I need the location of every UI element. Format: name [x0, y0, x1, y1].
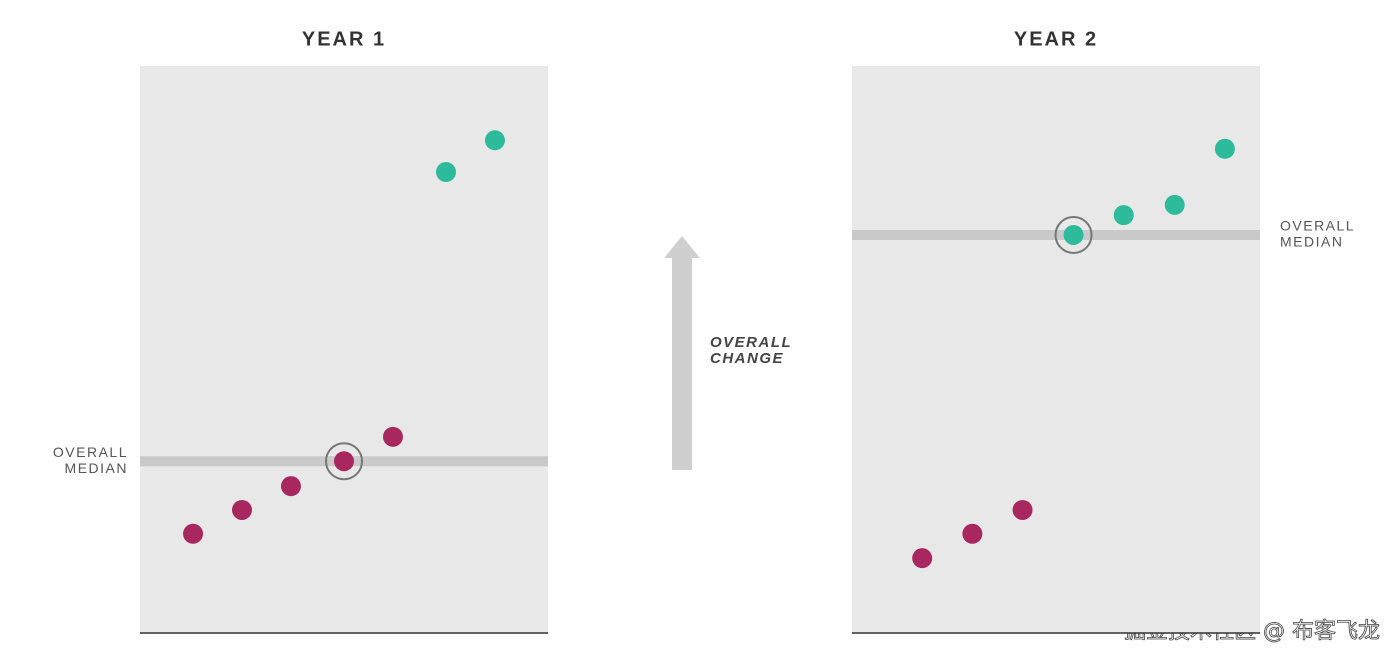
- point: [382, 426, 403, 447]
- panel-title: YEAR 2: [1014, 28, 1098, 50]
- point: [1164, 194, 1185, 215]
- median-label: MEDIAN: [65, 460, 128, 476]
- point: [334, 451, 354, 472]
- panel-title: YEAR 1: [302, 28, 386, 50]
- arrow-head: [664, 236, 700, 258]
- point: [1113, 205, 1134, 226]
- point: [962, 523, 983, 544]
- point: [436, 162, 456, 183]
- plot-area: [140, 66, 548, 633]
- change-label: CHANGE: [710, 350, 784, 367]
- point: [183, 523, 204, 544]
- plot-area: [852, 66, 1260, 633]
- point: [1063, 224, 1084, 245]
- point: [484, 130, 505, 151]
- highlight-ring: [325, 442, 363, 481]
- point: [1012, 499, 1033, 520]
- point: [1214, 138, 1235, 159]
- change-label: OVERALL: [710, 334, 792, 351]
- median-label: OVERALL: [53, 444, 128, 460]
- change-arrow: [664, 236, 700, 470]
- point: [912, 548, 933, 569]
- median-label: MEDIAN: [1280, 234, 1343, 250]
- median-label: OVERALL: [1280, 218, 1355, 234]
- highlight-ring: [1054, 215, 1093, 254]
- arrow-shaft: [672, 256, 692, 470]
- point: [232, 499, 252, 520]
- point: [280, 476, 301, 497]
